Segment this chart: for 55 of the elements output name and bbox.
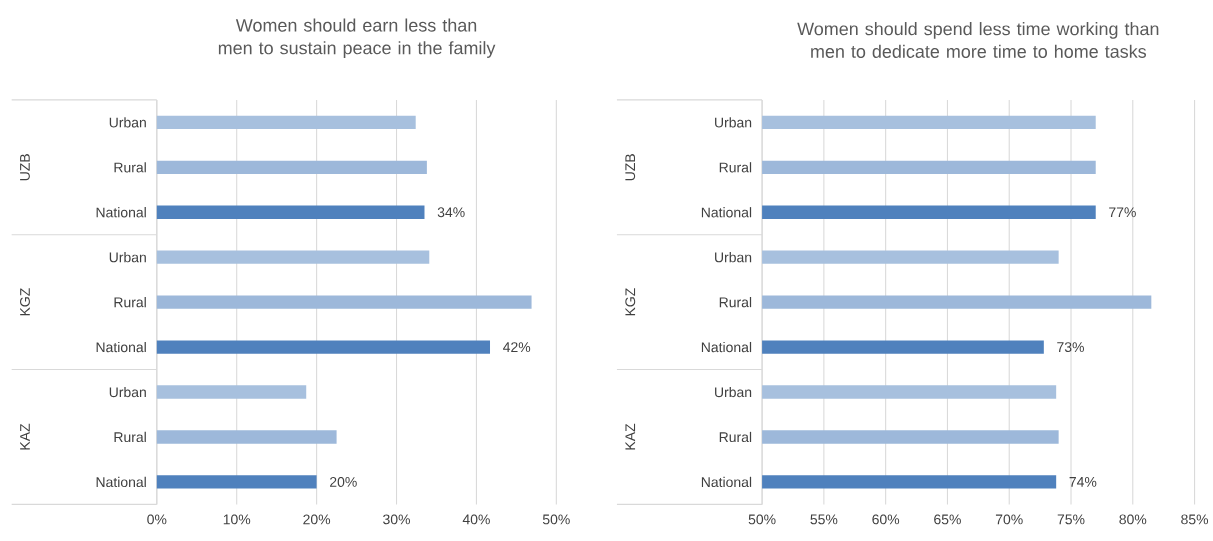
bar xyxy=(156,430,337,444)
y-tick-label: Urban xyxy=(109,117,146,128)
text: UZB xyxy=(20,153,30,181)
data-label: 77% xyxy=(1109,207,1136,217)
x-tick-label: 10% xyxy=(223,514,251,525)
x-tick-label: 50% xyxy=(748,514,776,525)
text: KGZ xyxy=(625,288,636,316)
data-label: 42% xyxy=(503,342,531,352)
bar xyxy=(156,295,532,309)
y-tick-label: Rural xyxy=(719,296,752,308)
x-tick-label: 75% xyxy=(1057,514,1085,525)
bar xyxy=(156,340,491,354)
y-tick-label: National xyxy=(96,476,146,487)
x-tick-label: 50% xyxy=(542,514,570,525)
y-tick-label: Urban xyxy=(715,251,752,263)
x-tick-label: 65% xyxy=(934,514,961,525)
y-tick-label: Rural xyxy=(114,296,146,308)
bar xyxy=(156,115,416,129)
y-tick-label: Urban xyxy=(715,117,752,128)
bar xyxy=(156,205,425,219)
y-tick-label: Rural xyxy=(719,431,752,442)
y-tick-label: Rural xyxy=(719,162,752,173)
x-tick-label: 70% xyxy=(995,514,1023,525)
x-tick-label: 0% xyxy=(147,514,167,525)
bar xyxy=(156,160,427,174)
bar xyxy=(156,250,430,264)
data-label: 20% xyxy=(330,476,357,487)
y-tick-label: Rural xyxy=(114,431,146,442)
y-tick-label: National xyxy=(701,341,752,353)
text: KGZ xyxy=(20,288,30,316)
chart-title: Women should earn less than men to sustain peace in the family xyxy=(218,18,496,58)
data-label: 34% xyxy=(437,207,465,218)
y-tick-label: National xyxy=(96,341,146,353)
text: KAZ xyxy=(625,423,636,450)
x-tick-label: 85% xyxy=(1181,514,1209,525)
bar xyxy=(156,385,307,399)
text: KAZ xyxy=(20,423,30,450)
chart-title: Women should spend less time working than men to dedicate more time to home tasks xyxy=(797,21,1159,58)
data-label: 74% xyxy=(1069,476,1097,487)
text: UZB xyxy=(625,153,636,181)
x-tick-label: 40% xyxy=(462,514,490,525)
x-tick-label: 30% xyxy=(383,514,411,525)
data-label: 73% xyxy=(1057,341,1084,352)
x-tick-label: 55% xyxy=(810,514,838,525)
y-tick-label: Urban xyxy=(109,386,146,397)
y-tick-label: Rural xyxy=(114,162,146,173)
y-tick-label: Urban xyxy=(715,386,752,397)
y-tick-label: Urban xyxy=(109,251,146,263)
y-tick-label: National xyxy=(96,206,146,218)
bar xyxy=(156,475,317,489)
y-tick-label: National xyxy=(701,476,752,487)
y-tick-label: National xyxy=(701,206,752,218)
x-tick-label: 80% xyxy=(1119,514,1147,525)
x-tick-label: 60% xyxy=(872,514,900,525)
x-tick-label: 20% xyxy=(303,514,331,525)
